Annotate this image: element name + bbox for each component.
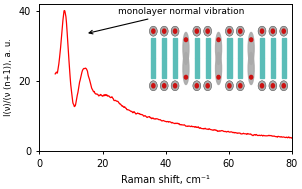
X-axis label: Raman shift, cm⁻¹: Raman shift, cm⁻¹ xyxy=(121,175,210,185)
Y-axis label: I(ν)/(ν (n+1)), a. u.: I(ν)/(ν (n+1)), a. u. xyxy=(4,39,13,116)
Text: monolayer normal vibration: monolayer normal vibration xyxy=(89,7,245,34)
